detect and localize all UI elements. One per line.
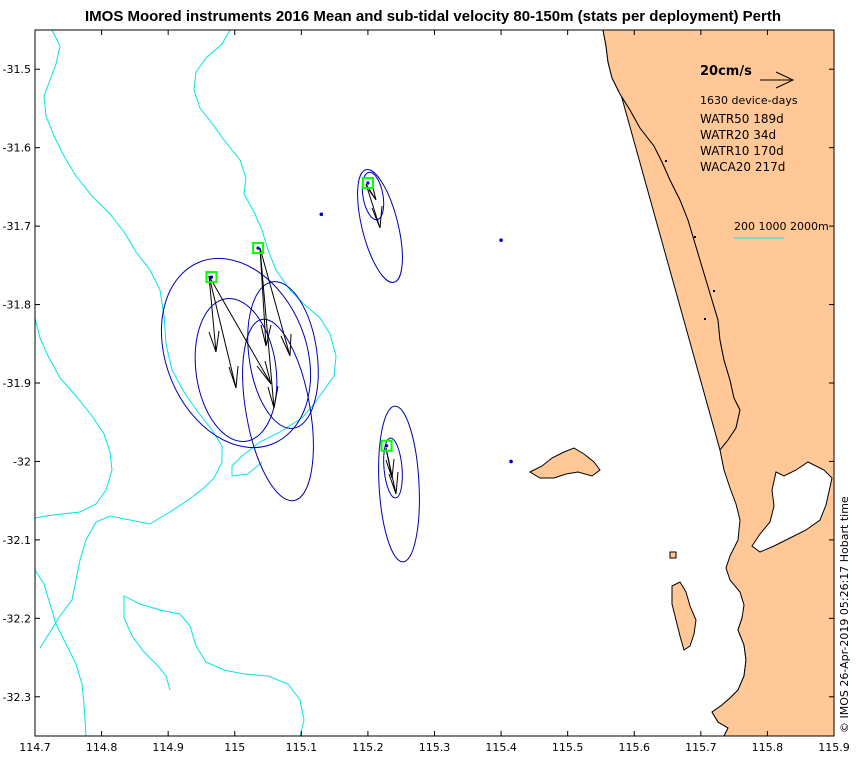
carnac-island	[669, 551, 677, 559]
bathymetry-contours	[35, 30, 337, 736]
mooring-dot	[319, 212, 324, 217]
x-tick-label: 115	[224, 741, 245, 754]
station-legend-2: WATR20 34d	[700, 128, 776, 142]
station-dot-watr20	[256, 246, 260, 250]
arrow-watr20-b	[259, 247, 292, 357]
ellipse-watr50-a	[160, 257, 312, 449]
station-legend-3: WATR10 170d	[700, 144, 784, 158]
ellipse-watr20-b	[242, 318, 314, 502]
device-days: 1630 device-days	[700, 94, 798, 107]
station-dot-waca20	[384, 444, 389, 448]
mooring-dots	[319, 212, 513, 464]
x-tick-label: 115.1	[286, 741, 318, 754]
rottnest-island	[528, 447, 601, 479]
station-legend-4: WACA20 217d	[700, 160, 785, 174]
ellipse-waca20-a	[378, 405, 420, 563]
islet	[704, 318, 706, 320]
scale-label: 20cm/s	[700, 64, 752, 79]
y-tick-label: -31.7	[3, 220, 31, 233]
contour-legend-label: 200 1000 2000m	[734, 220, 829, 233]
arrow-watr50-c	[208, 275, 272, 385]
mainland-west-edge	[602, 30, 834, 736]
y-tick-label: -31.6	[3, 142, 31, 155]
velocity-arrows	[208, 183, 399, 495]
mooring-dot	[499, 238, 503, 243]
station-legend-1: WATR50 189d	[700, 112, 784, 126]
x-tick-label: 115.5	[552, 741, 584, 754]
station-marker-watr50	[205, 271, 218, 284]
arrow-watr20-c	[259, 247, 272, 347]
ellipse-watr20-a	[247, 281, 319, 429]
estuary	[751, 461, 833, 553]
arrow-waca20-b	[385, 447, 395, 479]
y-tick-label: -32	[13, 455, 31, 468]
x-tick-label: 114.9	[152, 741, 184, 754]
y-tick-label: -32.2	[3, 612, 31, 625]
x-tick-label: 115.8	[752, 741, 784, 754]
x-axis-ticks: 114.7 114.8 114.9 115 115.1 115.2 115.3 115.4 11…	[19, 30, 850, 754]
x-tick-label: 115.7	[685, 741, 717, 754]
velocity-ellipses	[160, 169, 420, 563]
station-dot-watr10	[366, 181, 370, 185]
scale-arrow	[760, 71, 795, 89]
y-tick-label: -31.5	[3, 63, 31, 76]
arrow-watr50-a	[208, 275, 239, 389]
arrow-watr20-a	[259, 247, 279, 409]
islet	[665, 160, 667, 162]
mooring-dot	[509, 459, 513, 464]
arrow-watr50-b	[208, 275, 220, 353]
station-marker-waca20	[380, 439, 393, 452]
ellipse-watr10-a	[357, 169, 403, 283]
y-tick-label: -31.8	[3, 299, 31, 312]
arrow-watr10-b	[365, 183, 377, 201]
ellipse-waca20-b	[383, 437, 403, 499]
islet	[694, 236, 696, 238]
x-tick-label: 115.3	[419, 741, 451, 754]
ellipse-watr50-b	[194, 297, 278, 443]
x-tick-label: 115.6	[619, 741, 651, 754]
garden-island	[671, 581, 697, 651]
timestamp: © IMOS 26-Apr-2019 05:26:17 Hobart time	[838, 496, 851, 733]
islet	[713, 290, 715, 292]
x-tick-label: 115.9	[818, 741, 850, 754]
station-marker-watr20	[252, 242, 265, 255]
x-tick-label: 114.7	[19, 741, 51, 754]
station-markers	[205, 176, 393, 452]
y-tick-label: -31.9	[3, 377, 31, 390]
y-tick-label: -32.3	[3, 691, 31, 704]
chart-title: IMOS Moored instruments 2016 Mean and su…	[85, 8, 781, 25]
station-marker-watr10	[361, 176, 374, 189]
x-tick-label: 114.8	[86, 741, 118, 754]
y-axis-ticks: -31.5 -31.6 -31.7 -31.8 -31.9 -32 -32.1 -32.2 -3…	[3, 63, 834, 704]
station-dot-watr50	[209, 275, 214, 279]
x-tick-label: 115.2	[352, 741, 384, 754]
arrow-watr10-a	[365, 183, 383, 229]
x-tick-label: 115.4	[485, 741, 517, 754]
y-tick-label: -32.1	[3, 534, 31, 547]
